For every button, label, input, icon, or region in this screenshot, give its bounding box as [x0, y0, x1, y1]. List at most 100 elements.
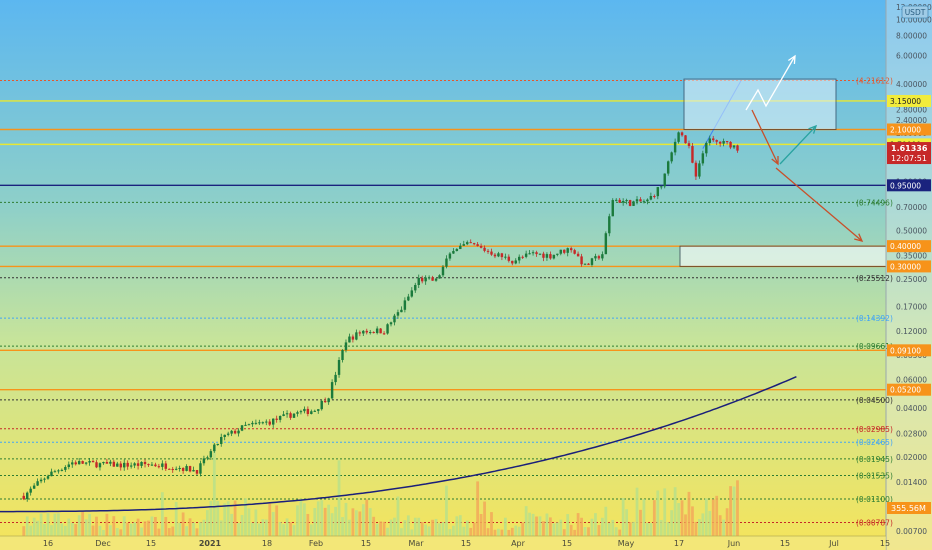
volume-bar: [559, 519, 563, 536]
volume-bar: [736, 480, 739, 536]
candle-body: [71, 462, 74, 465]
volume-bar: [451, 525, 455, 536]
y-tick-label-14: 0.17000: [896, 302, 927, 311]
candle-body: [254, 422, 258, 424]
volume-bar: [67, 518, 71, 536]
volume-bar: [115, 528, 119, 536]
volume-bar: [98, 525, 102, 536]
candle-body: [102, 461, 105, 464]
candle-body: [511, 260, 514, 264]
volume-bar: [309, 524, 313, 536]
candle-body: [161, 463, 164, 467]
candle-body: [694, 162, 698, 177]
volume-bar: [181, 512, 185, 536]
volume-bar: [652, 500, 656, 536]
candle-body: [625, 200, 628, 202]
volume-bar: [264, 519, 268, 536]
volume-bar: [406, 515, 410, 536]
level-label-6: 0.40000: [890, 242, 921, 251]
candle-body: [123, 462, 126, 468]
volume-bar: [413, 517, 417, 536]
candle-body: [240, 425, 244, 431]
candle-body: [427, 277, 431, 279]
candle-body: [379, 328, 382, 334]
volume-bar: [642, 499, 646, 536]
quote-unit-label: USDT: [905, 8, 926, 17]
bullish-projection-arrow-head: [788, 54, 796, 65]
candle-body: [188, 466, 192, 472]
volume-bar: [503, 517, 507, 536]
candle-body: [729, 141, 732, 148]
volume-bar: [375, 523, 379, 536]
parabolic-support-curve: [0, 376, 797, 513]
candle-body: [517, 256, 521, 261]
volume-bar: [573, 529, 577, 536]
volume-bar: [614, 527, 618, 536]
candle-body: [258, 422, 261, 424]
y-tick-label-3: 6.00000: [896, 52, 927, 61]
x-tick-label-3: 2021: [199, 539, 222, 548]
candle-body: [154, 464, 157, 467]
volume-bar: [140, 527, 143, 536]
volume-bar: [53, 513, 57, 536]
volume-bar: [569, 524, 573, 536]
level-label-4: 0.95000: [890, 181, 921, 190]
volume-bar: [136, 518, 140, 536]
volume-bar: [427, 526, 431, 536]
candle-body: [583, 263, 587, 265]
candle-body: [81, 461, 84, 464]
level-label-13: (0.04500): [856, 396, 893, 405]
volume-bar: [257, 523, 261, 536]
volume-bar: [528, 512, 531, 536]
candle-body: [271, 418, 275, 425]
x-tick-label-13: Jun: [727, 539, 741, 548]
volume-bar: [303, 503, 306, 536]
candle-body: [39, 479, 43, 482]
volume-bar: [102, 529, 105, 536]
candle-body: [157, 466, 161, 468]
candle-body: [483, 247, 486, 251]
volume-bar: [458, 515, 462, 536]
level-label-bg-6: [887, 240, 931, 253]
volume-bar: [507, 529, 511, 536]
candle-body: [202, 458, 206, 464]
candle-body: [531, 252, 535, 254]
volume-bar: [628, 522, 632, 536]
candle-body: [53, 471, 57, 473]
volume-bar: [656, 490, 660, 536]
level-label-9: (0.14392): [856, 314, 893, 323]
volume-bar: [313, 507, 317, 536]
level-label-7: 0.30000: [890, 262, 921, 271]
volume-bar: [697, 519, 701, 536]
volume-bar: [46, 513, 50, 536]
candle-body: [98, 463, 102, 468]
candle-body: [230, 430, 233, 434]
level-label-0: (4.21612): [856, 76, 893, 85]
price-axis-panel: [886, 0, 932, 550]
candle-body: [32, 485, 36, 489]
candle-body: [507, 256, 511, 261]
x-tick-label-10: 15: [562, 539, 572, 548]
candle-body: [639, 199, 642, 202]
volume-bar: [84, 519, 88, 536]
candle-body: [431, 277, 434, 281]
candle-body: [701, 153, 705, 164]
volume-bar: [607, 522, 611, 536]
volume-bar: [646, 522, 649, 536]
candle-body: [732, 145, 736, 148]
current-price-label: 1.61336: [891, 144, 928, 153]
volume-bar: [230, 513, 234, 536]
level-label-19: (0.00787): [856, 519, 893, 528]
candle-body: [621, 201, 625, 203]
x-tick-label-15: Jul: [828, 539, 839, 548]
candle-body: [133, 463, 136, 466]
candle-body: [628, 200, 632, 206]
volume-bar: [330, 513, 334, 536]
volume-bar: [365, 499, 369, 536]
y-tick-label-12: 0.35000: [896, 252, 927, 261]
volume-bar: [538, 516, 542, 536]
volume-bar: [95, 516, 98, 536]
volume-bar: [43, 524, 46, 536]
y-tick-label-13: 0.25000: [896, 275, 927, 284]
